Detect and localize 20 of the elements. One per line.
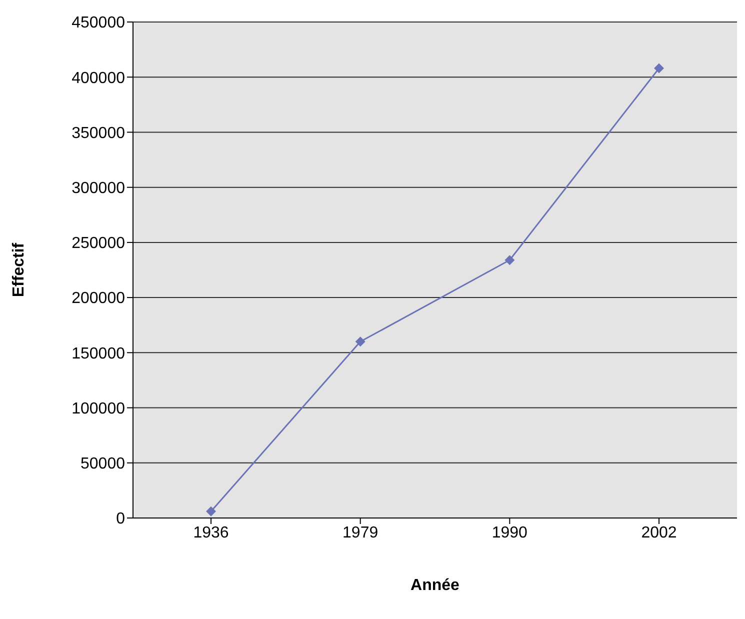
y-tick-label: 300000 [72, 180, 126, 198]
y-axis-title: Effectif [10, 242, 28, 298]
x-tick-label: 2002 [641, 524, 677, 542]
y-tick-label: 450000 [72, 14, 126, 32]
y-tick-label: 400000 [72, 70, 126, 87]
point [504, 255, 515, 266]
point [654, 63, 664, 74]
y-tick-label: 350000 [72, 124, 126, 142]
y-tick-label: 100000 [72, 400, 126, 418]
y-tick-label: 250000 [72, 235, 126, 252]
x-tick-label: 1979 [342, 524, 378, 542]
x-tick-label: 1990 [492, 524, 528, 542]
y-tick-label: 50000 [80, 456, 126, 473]
x-axis-title: Année [410, 577, 460, 594]
y-tick-label: 150000 [72, 345, 126, 362]
point [355, 336, 366, 347]
x-tick-label: 1936 [193, 524, 229, 542]
y-tick-label: 0 [116, 510, 126, 528]
y-tick-label: 200000 [72, 290, 126, 308]
point [206, 506, 216, 516]
